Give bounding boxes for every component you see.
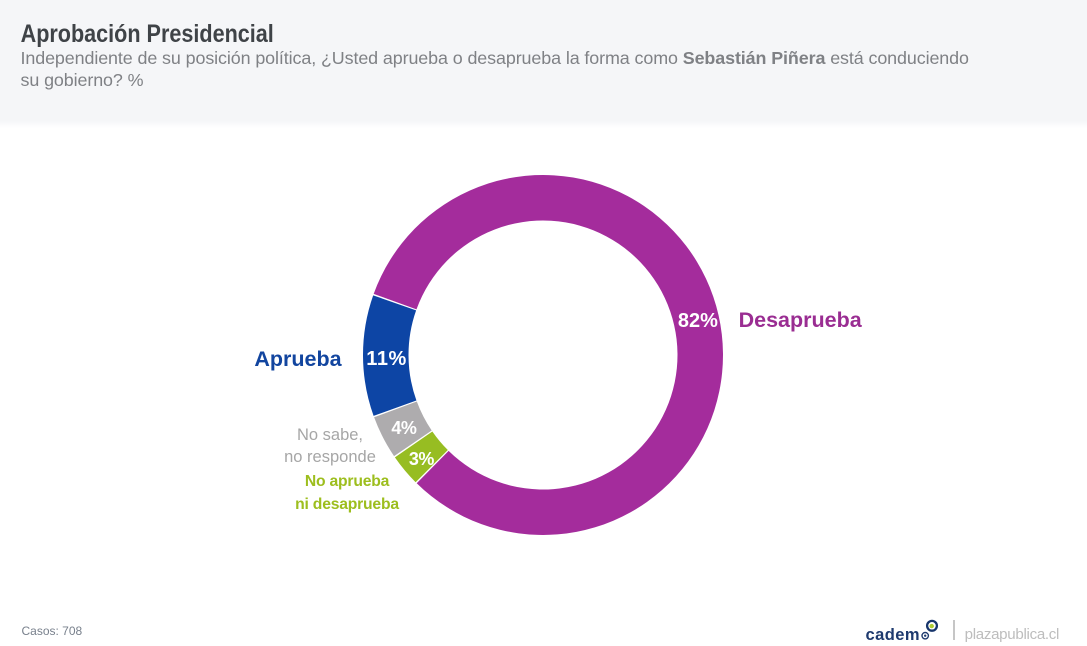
svg-text:cadem: cadem [866,626,921,644]
